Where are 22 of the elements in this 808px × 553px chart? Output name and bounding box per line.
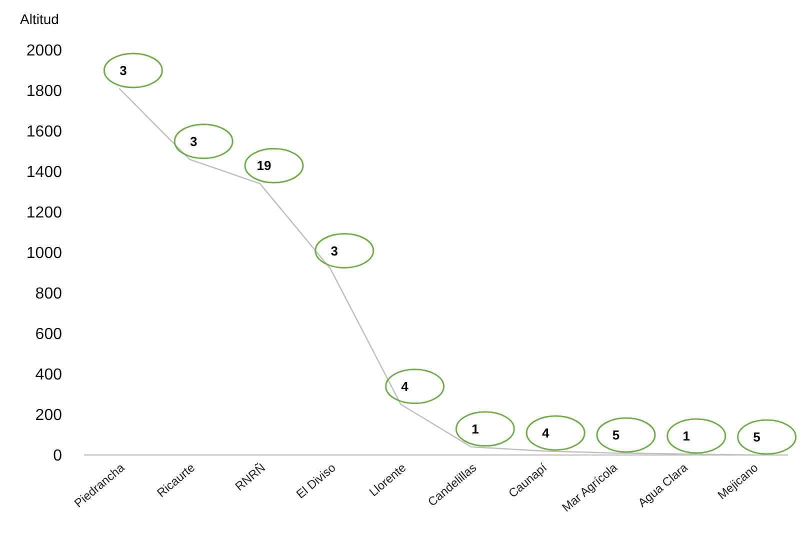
annotation: 5 xyxy=(753,430,760,445)
y-tick-label: 200 xyxy=(35,407,62,424)
y-axis-title: Altitud xyxy=(20,11,59,27)
annotation: 1 xyxy=(682,428,690,444)
annotation: 3 xyxy=(120,63,127,78)
annotation: 4 xyxy=(542,426,550,440)
y-tick-label: 0 xyxy=(53,448,62,465)
annotation: 3 xyxy=(190,134,198,149)
y-tick-label: 1400 xyxy=(26,164,62,182)
annotation: 1 xyxy=(472,421,479,436)
annotation: 19 xyxy=(256,158,272,174)
annotation: 3 xyxy=(330,243,338,258)
y-tick-label: 400 xyxy=(35,366,62,384)
y-tick-label: 1600 xyxy=(26,124,62,141)
y-tick-label: 1000 xyxy=(26,245,62,262)
annotation: 4 xyxy=(401,378,410,394)
y-tick-label: 1200 xyxy=(26,204,62,222)
y-tick-label: 600 xyxy=(35,326,62,344)
y-tick-label: 1800 xyxy=(26,83,62,100)
annotation: 5 xyxy=(612,428,620,443)
y-tick-label: 800 xyxy=(35,286,62,303)
y-tick-label: 2000 xyxy=(26,42,62,60)
